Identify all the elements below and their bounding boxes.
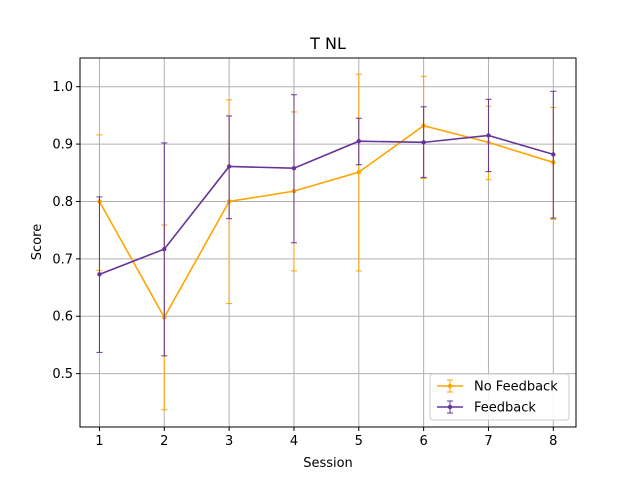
legend-marker	[447, 404, 453, 410]
series-line	[99, 134, 554, 276]
x-axis-label: Session	[303, 456, 353, 471]
legend-label: No Feedback	[474, 380, 558, 395]
y-axis-label: Score	[30, 224, 45, 260]
x-tick-label: 4	[290, 434, 298, 449]
data-point	[486, 133, 491, 138]
y-tick-label: 0.5	[52, 367, 73, 382]
legend-box	[429, 373, 570, 421]
series-feedback	[96, 90, 557, 357]
data-point	[421, 140, 426, 145]
x-tick-label: 6	[419, 434, 427, 449]
series-layer	[96, 73, 557, 411]
y-tick-label: 1.0	[52, 80, 73, 95]
x-tick-label: 2	[160, 434, 168, 449]
data-point	[226, 164, 232, 169]
x-tick-label: 1	[95, 434, 103, 449]
data-point	[551, 152, 556, 157]
y-tick-label: 0.7	[52, 252, 73, 267]
y-tick-label: 0.6	[52, 310, 73, 325]
data-point	[356, 139, 361, 144]
x-tick-label: 3	[225, 434, 233, 449]
data-point	[291, 165, 297, 171]
legend-marker	[447, 383, 453, 389]
series-line	[98, 124, 554, 320]
data-point	[162, 246, 167, 252]
legend: No Feedback Feedback	[429, 373, 570, 421]
data-point	[97, 272, 102, 277]
chart-title: T NL	[309, 34, 346, 53]
x-tick-label: 7	[484, 434, 492, 449]
plot-frame	[79, 57, 577, 428]
ticks: 1 2 3 4 5 6 7 8 0.5 0.6 0.7 0.8 0.9 1.0	[52, 80, 557, 449]
legend-label: Feedback	[474, 401, 536, 416]
y-tick-label: 0.9	[52, 138, 73, 153]
data-point	[356, 170, 361, 175]
x-tick-label: 5	[355, 434, 363, 449]
x-tick-label: 8	[549, 434, 557, 449]
y-tick-label: 0.8	[52, 195, 73, 210]
